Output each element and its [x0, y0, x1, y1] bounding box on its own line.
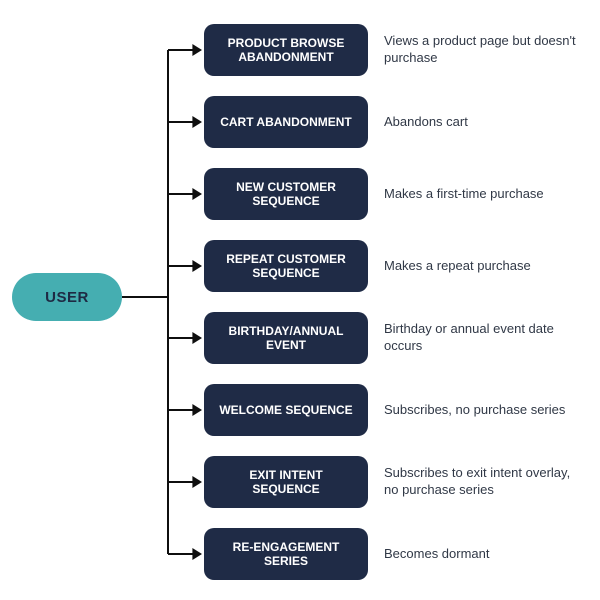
sequence-box: NEW CUSTOMER SEQUENCE: [204, 168, 368, 220]
sequence-box: EXIT INTENT SEQUENCE: [204, 456, 368, 508]
sequence-description: Subscribes to exit intent overlay, no pu…: [384, 456, 584, 508]
sequence-title: NEW CUSTOMER SEQUENCE: [214, 180, 358, 209]
sequence-box: WELCOME SEQUENCE: [204, 384, 368, 436]
sequence-description: Subscribes, no purchase series: [384, 384, 584, 436]
sequence-title: WELCOME SEQUENCE: [219, 403, 352, 417]
sequence-description: Birthday or annual event date occurs: [384, 312, 584, 364]
sequence-title: RE-ENGAGEMENT SERIES: [214, 540, 358, 569]
sequence-box: BIRTHDAY/ANNUAL EVENT: [204, 312, 368, 364]
sequence-title: CART ABANDONMENT: [220, 115, 352, 129]
sequence-box: RE-ENGAGEMENT SERIES: [204, 528, 368, 580]
sequence-title: REPEAT CUSTOMER SEQUENCE: [214, 252, 358, 281]
sequence-description-text: Views a product page but doesn't purchas…: [384, 33, 584, 67]
diagram-canvas: USER PRODUCT BROWSE ABANDONMENT Views a …: [0, 0, 600, 600]
sequence-box: CART ABANDONMENT: [204, 96, 368, 148]
sequence-description-text: Makes a first-time purchase: [384, 186, 544, 203]
sequence-description: Makes a repeat purchase: [384, 240, 584, 292]
sequence-description-text: Birthday or annual event date occurs: [384, 321, 584, 355]
sequence-box: REPEAT CUSTOMER SEQUENCE: [204, 240, 368, 292]
sequence-description-text: Subscribes, no purchase series: [384, 402, 565, 419]
user-node: USER: [12, 273, 122, 321]
sequence-description-text: Subscribes to exit intent overlay, no pu…: [384, 465, 584, 499]
sequence-description-text: Becomes dormant: [384, 546, 490, 563]
sequence-title: BIRTHDAY/ANNUAL EVENT: [214, 324, 358, 353]
sequence-description: Abandons cart: [384, 96, 584, 148]
sequence-title: PRODUCT BROWSE ABANDONMENT: [214, 36, 358, 65]
sequence-description-text: Abandons cart: [384, 114, 468, 131]
sequence-description: Becomes dormant: [384, 528, 584, 580]
sequence-box: PRODUCT BROWSE ABANDONMENT: [204, 24, 368, 76]
sequence-title: EXIT INTENT SEQUENCE: [214, 468, 358, 497]
sequence-description: Views a product page but doesn't purchas…: [384, 24, 584, 76]
sequence-description: Makes a first-time purchase: [384, 168, 584, 220]
sequence-description-text: Makes a repeat purchase: [384, 258, 531, 275]
user-node-label: USER: [45, 289, 89, 306]
